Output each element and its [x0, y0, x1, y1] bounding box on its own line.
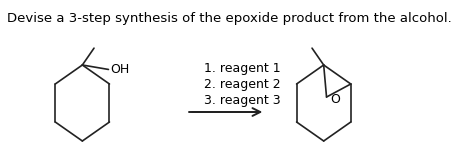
- Text: OH: OH: [110, 63, 129, 76]
- Text: 2. reagent 2: 2. reagent 2: [204, 78, 281, 91]
- Text: 1. reagent 1: 1. reagent 1: [204, 62, 281, 75]
- Text: O: O: [330, 93, 340, 105]
- Text: Devise a 3-step synthesis of the epoxide product from the alcohol.: Devise a 3-step synthesis of the epoxide…: [7, 12, 451, 25]
- Text: 3. reagent 3: 3. reagent 3: [204, 94, 281, 107]
